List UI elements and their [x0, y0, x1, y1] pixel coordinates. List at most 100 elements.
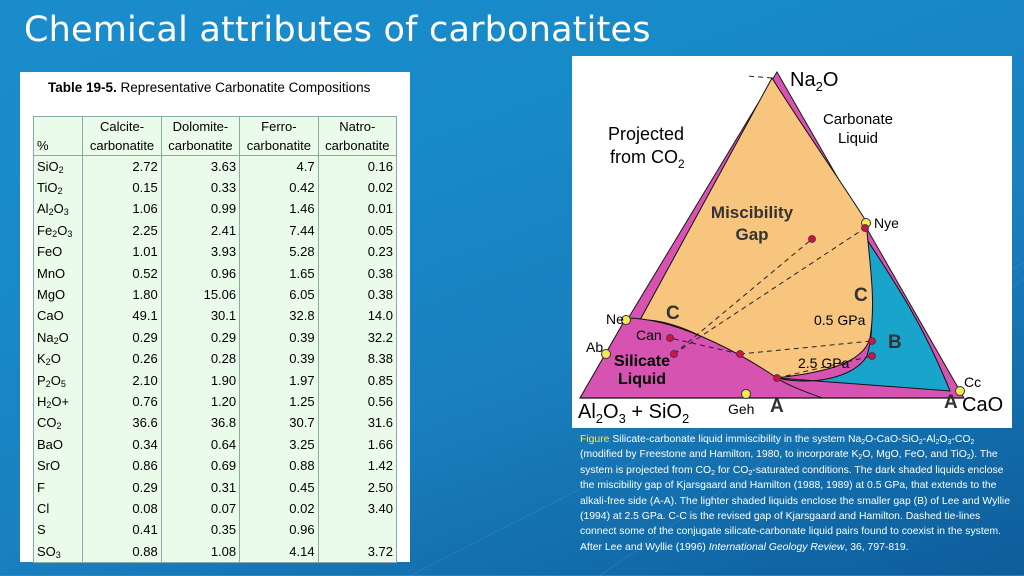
- oxide-cell: SrO: [32, 455, 84, 477]
- table-panel: Table 19-5. Representative Carbonatite C…: [20, 72, 410, 564]
- point-label-ab: Ab: [586, 339, 603, 355]
- column-header-dolomite: Dolomite-carbonatite: [160, 116, 241, 156]
- point-ne: [621, 315, 631, 325]
- oxide-cell: SiO2: [32, 155, 84, 178]
- tie-line: [746, 75, 773, 79]
- value-cell: 0.96: [239, 519, 319, 542]
- pressure-label-25: 2.5 GPa: [798, 355, 850, 371]
- oxide-cell: TiO2: [32, 177, 84, 199]
- value-cell: 0.07: [160, 498, 241, 520]
- oxide-cell: CaO: [32, 305, 84, 328]
- table-header-row: % Calcite-carbonatite Dolomite-carbonati…: [32, 116, 398, 156]
- point-label-nye: Nye: [874, 215, 899, 231]
- oxide-cell: MgO: [32, 284, 84, 306]
- table-row: F 0.29 0.31 0.45 2.50: [32, 476, 398, 499]
- apex-label-al2o3-sio2: Al2O3 + SiO2: [578, 401, 689, 426]
- value-cell: 0.56: [317, 391, 398, 413]
- value-cell: 0.88: [239, 455, 319, 477]
- tie-point: [808, 235, 816, 243]
- figure-caption: Figure Silicate-carbonate liquid immisci…: [580, 434, 1010, 553]
- point-label-ne: Ne: [606, 311, 624, 327]
- point-geh: [741, 389, 751, 399]
- value-cell: 0.64: [160, 434, 241, 456]
- oxide-cell: MnO: [32, 262, 84, 285]
- oxide-cell: Al2O3: [32, 198, 84, 221]
- table-row: MgO 1.80 15.06 6.05 0.38: [32, 284, 398, 306]
- value-cell: 0.16: [317, 155, 398, 178]
- value-cell: 0.69: [160, 455, 241, 477]
- value-cell: 3.63: [160, 155, 241, 178]
- table-row: SO3 0.88 1.08 4.14 3.72: [32, 541, 398, 564]
- value-cell: 3.72: [317, 541, 398, 564]
- column-header-calcite: Calcite-carbonatite: [82, 116, 162, 156]
- table-row: CaO 49.1 30.1 32.8 14.0: [32, 305, 398, 328]
- oxide-cell: SO3: [32, 541, 84, 564]
- value-cell: 1.01: [82, 241, 162, 263]
- table-row: SrO 0.86 0.69 0.88 1.42: [32, 455, 398, 477]
- value-cell: 1.20: [160, 391, 241, 413]
- table-caption: Table 19-5. Representative Carbonatite C…: [48, 80, 370, 95]
- table-row: FeO 1.01 3.93 5.28 0.23: [32, 241, 398, 263]
- value-cell: 0.02: [317, 177, 398, 199]
- miscibility-gap-label: Miscibility Gap: [711, 203, 794, 244]
- apex-label-na2o: Na2O: [790, 69, 838, 94]
- table-row: H2O+ 0.76 1.20 1.25 0.56: [32, 391, 398, 413]
- oxide-cell: P2O5: [32, 369, 84, 392]
- value-cell: 0.29: [160, 327, 241, 349]
- column-header-ferro: Ferro-carbonatite: [239, 116, 319, 156]
- oxide-cell: K2O: [32, 348, 84, 370]
- value-cell: 1.25: [239, 391, 319, 413]
- value-cell: 14.0: [317, 305, 398, 328]
- table-row: P2O5 2.10 1.90 1.97 0.85: [32, 369, 398, 392]
- region-label-a-left: A: [770, 396, 784, 417]
- point-label-geh: Geh: [728, 401, 754, 417]
- value-cell: 3.25: [239, 434, 319, 456]
- value-cell: 2.41: [160, 220, 241, 242]
- region-label-b: B: [888, 332, 902, 353]
- point-label-can: Can: [636, 327, 662, 343]
- value-cell: 30.7: [239, 412, 319, 435]
- table-row: CO2 36.6 36.8 30.7 31.6: [32, 412, 398, 435]
- value-cell: 1.66: [317, 434, 398, 456]
- point-label-cc: Cc: [964, 374, 981, 390]
- value-cell: 0.15: [82, 177, 162, 199]
- value-cell: 0.01: [317, 198, 398, 221]
- value-cell: 0.41: [82, 519, 162, 542]
- table-caption-text: Representative Carbonatite Compositions: [116, 80, 371, 95]
- value-cell: 0.39: [239, 327, 319, 349]
- value-cell: 36.6: [82, 412, 162, 435]
- value-cell: 0.45: [239, 476, 319, 499]
- value-cell: 1.65: [239, 262, 319, 285]
- oxide-cell: Na2O: [32, 327, 84, 349]
- value-cell: 1.97: [239, 369, 319, 392]
- value-cell: 2.50: [317, 476, 398, 499]
- value-cell: 0.86: [82, 455, 162, 477]
- pressure-label-05: 0.5 GPa: [814, 312, 866, 328]
- table-row: TiO2 0.15 0.33 0.42 0.02: [32, 177, 398, 199]
- value-cell: 0.38: [317, 262, 398, 285]
- table-row: K2O 0.26 0.28 0.39 8.38: [32, 348, 398, 370]
- column-header-natro: Natro-carbonatite: [317, 116, 398, 156]
- oxide-cell: Fe2O3: [32, 220, 84, 242]
- composition-table: % Calcite-carbonatite Dolomite-carbonati…: [32, 116, 398, 564]
- value-cell: 1.90: [160, 369, 241, 392]
- value-cell: 0.99: [160, 198, 241, 221]
- oxide-cell: F: [32, 476, 84, 499]
- slide-title: Chemical attributes of carbonatites: [24, 10, 651, 50]
- tie-line: [776, 355, 873, 379]
- value-cell: 0.76: [82, 391, 162, 413]
- oxide-cell: S: [32, 519, 84, 542]
- tie-point: [736, 350, 744, 358]
- value-cell: 8.38: [317, 348, 398, 370]
- point-cc: [955, 386, 965, 396]
- oxide-cell: CO2: [32, 412, 84, 435]
- value-cell: 0.35: [160, 519, 241, 542]
- table-row: S 0.41 0.35 0.96: [32, 519, 398, 542]
- region-label-a-right: A: [944, 392, 958, 413]
- figure-panel: Na2O Carbonate Liquid Projected from CO2 M…: [572, 56, 1012, 428]
- oxide-cell: FeO: [32, 241, 84, 263]
- tie-point: [861, 224, 869, 232]
- value-cell: 1.06: [82, 198, 162, 221]
- table-row: Cl 0.08 0.07 0.02 3.40: [32, 498, 398, 520]
- table-row: MnO 0.52 0.96 1.65 0.38: [32, 262, 398, 285]
